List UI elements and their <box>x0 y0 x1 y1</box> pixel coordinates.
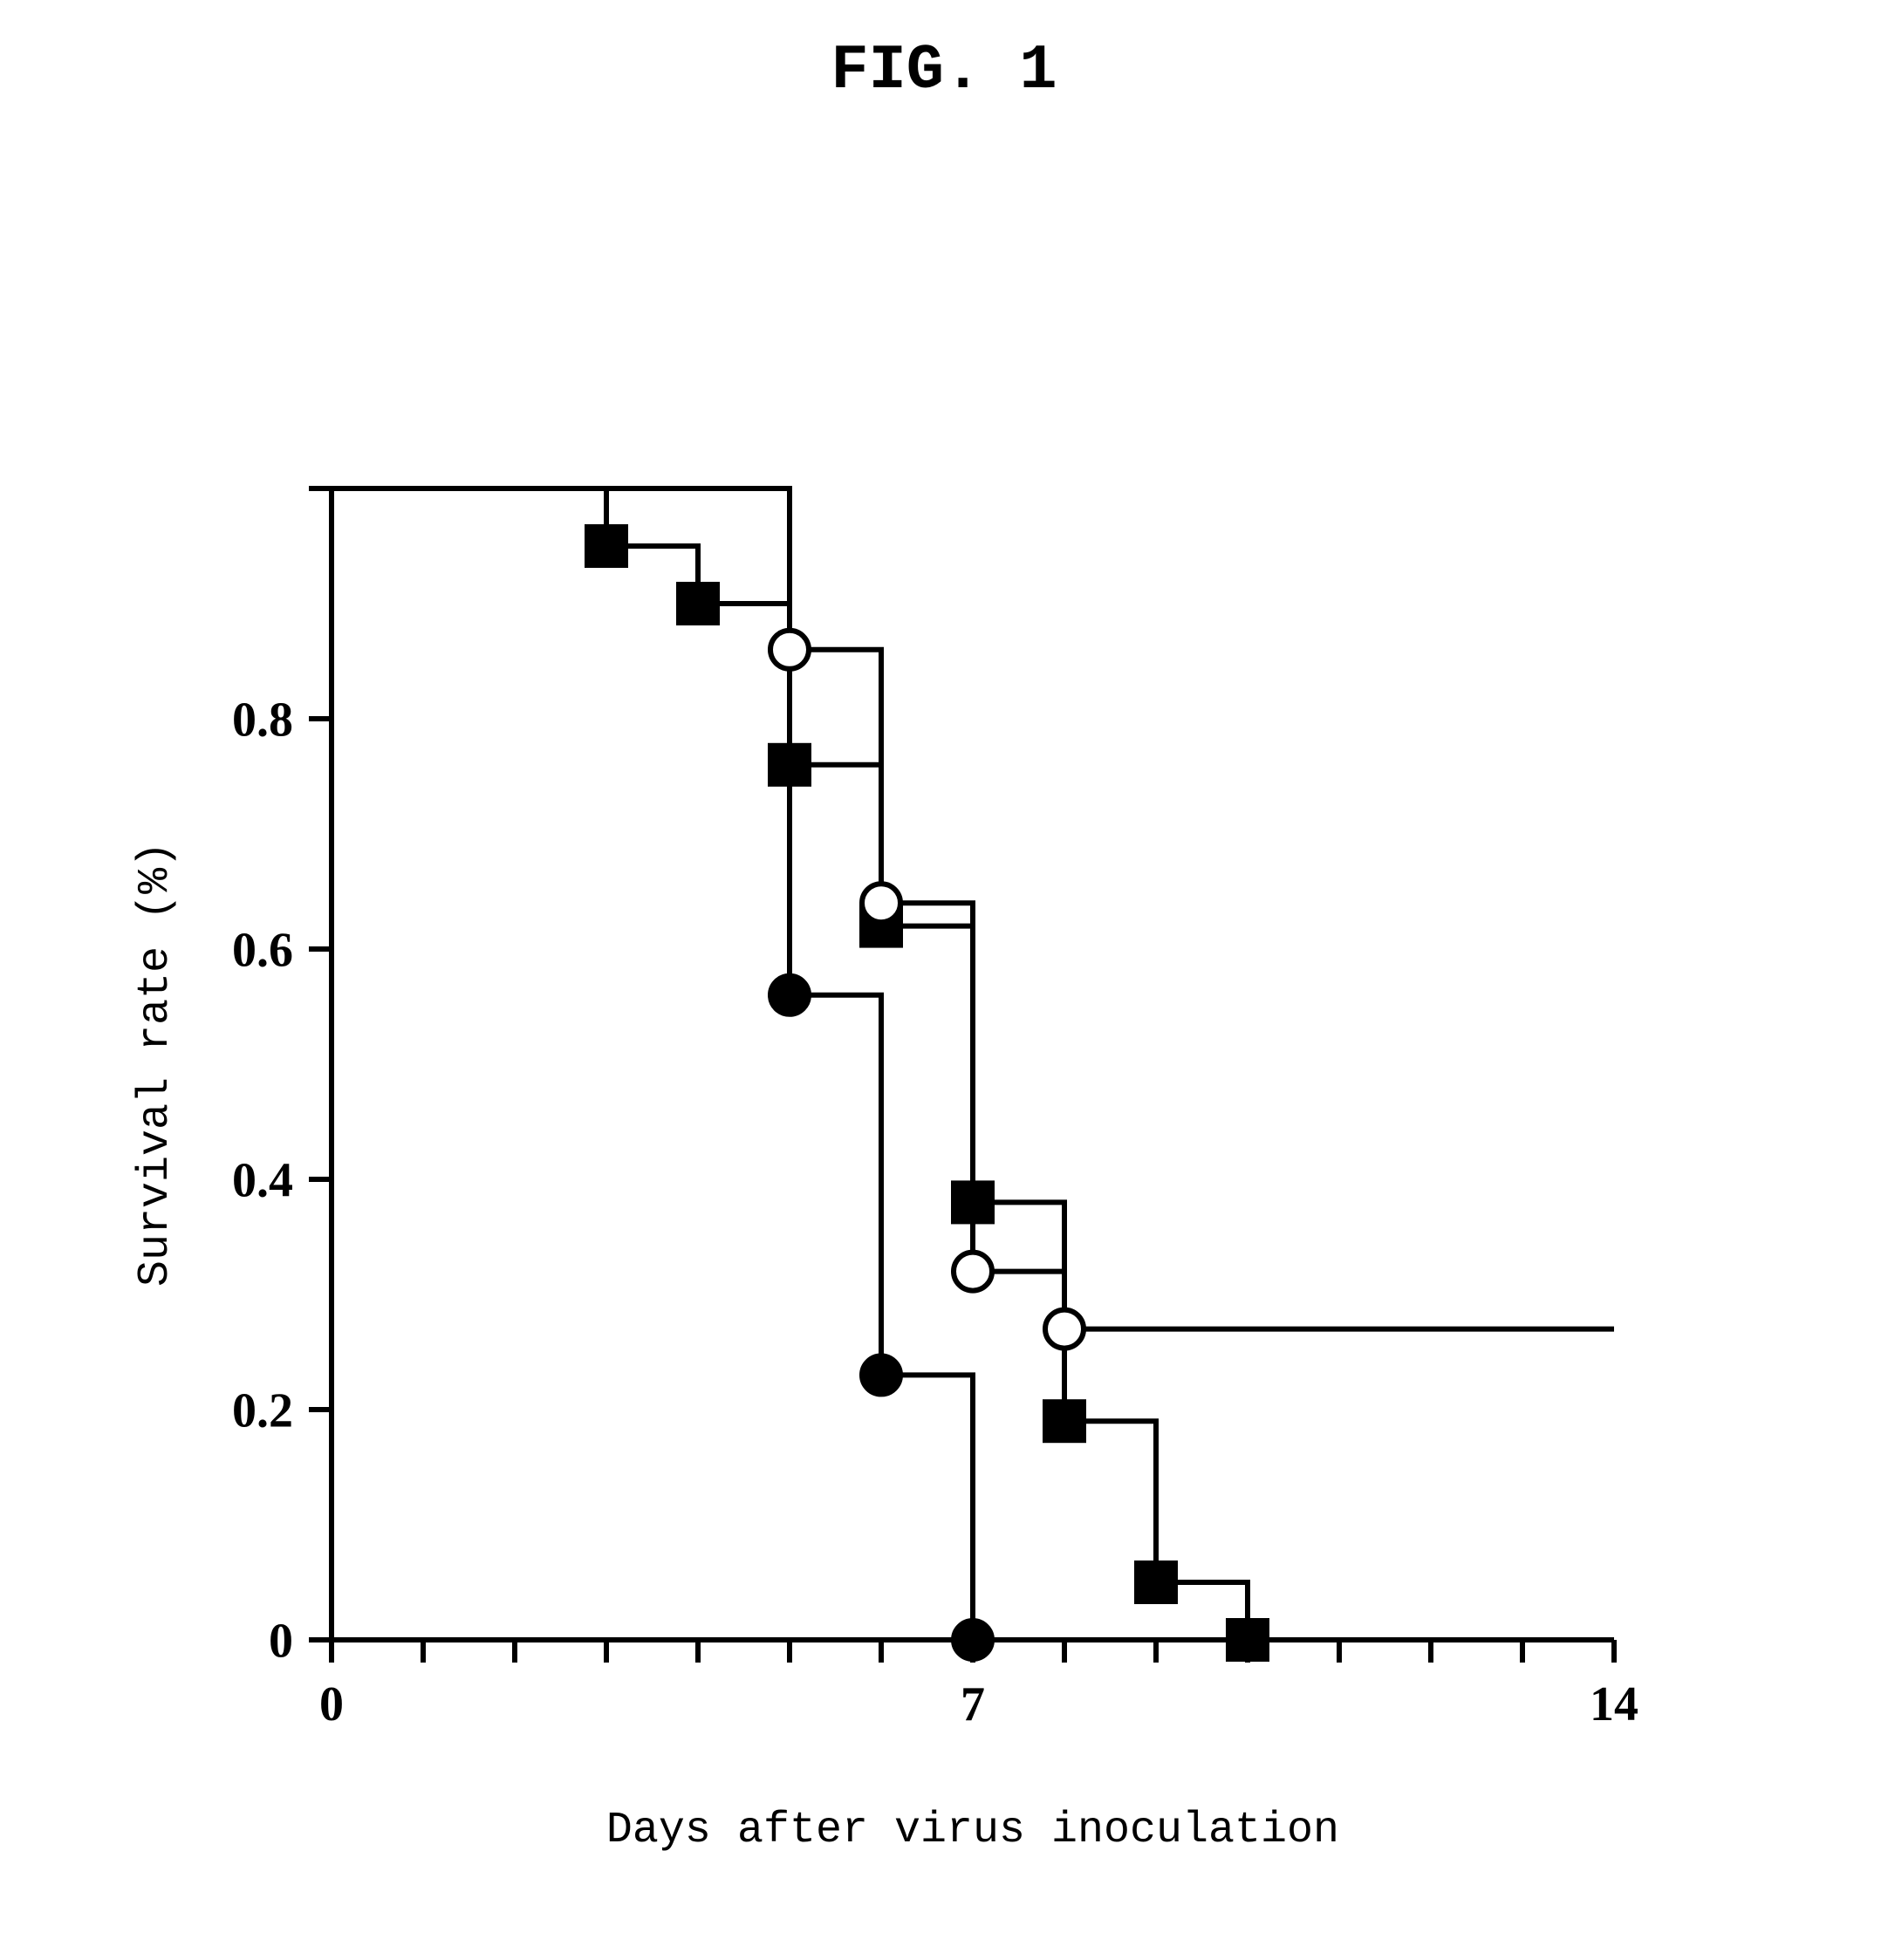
marker-filled-square <box>1228 1621 1267 1659</box>
marker-filled-square <box>770 746 809 784</box>
y-axis-label: Survival rate (%) <box>131 842 181 1287</box>
marker-filled-square <box>954 1183 992 1221</box>
survival-chart-svg: 0 7 14 0 0.2 0.4 0.6 0.8 <box>192 471 1649 1779</box>
marker-filled-circle <box>770 976 809 1014</box>
marker-open-circle <box>770 631 809 669</box>
y-tick-label: 0 <box>269 1615 293 1669</box>
page: FIG. 1 0 7 14 0 0.2 0.4 0.6 0.8 Survival rate (… <box>0 0 1888 1960</box>
plot-area: 0 7 14 0 0.2 0.4 0.6 0.8 <box>192 471 1649 1779</box>
x-tick-label: 0 <box>319 1677 344 1731</box>
figure-title: FIG. 1 <box>0 35 1888 106</box>
x-tick-label: 14 <box>1590 1677 1638 1731</box>
marker-open-circle <box>862 884 900 922</box>
x-tick-label: 7 <box>961 1677 985 1731</box>
y-tick-label: 0.6 <box>232 924 293 978</box>
y-tick-label: 0.2 <box>232 1384 293 1438</box>
y-tick-label: 0.4 <box>232 1154 293 1208</box>
marker-filled-square <box>1137 1563 1175 1601</box>
marker-filled-square <box>679 584 717 623</box>
marker-filled-square <box>1045 1402 1084 1440</box>
marker-open-circle <box>1045 1310 1084 1349</box>
x-axis-label: Days after virus inoculation <box>332 1806 1614 1855</box>
marker-filled-circle <box>862 1356 900 1394</box>
series-line-filled-circle <box>332 488 973 1640</box>
marker-filled-square <box>587 527 626 565</box>
marker-filled-circle <box>954 1621 992 1659</box>
marker-open-circle <box>954 1253 992 1291</box>
y-tick-label: 0.8 <box>232 693 293 748</box>
